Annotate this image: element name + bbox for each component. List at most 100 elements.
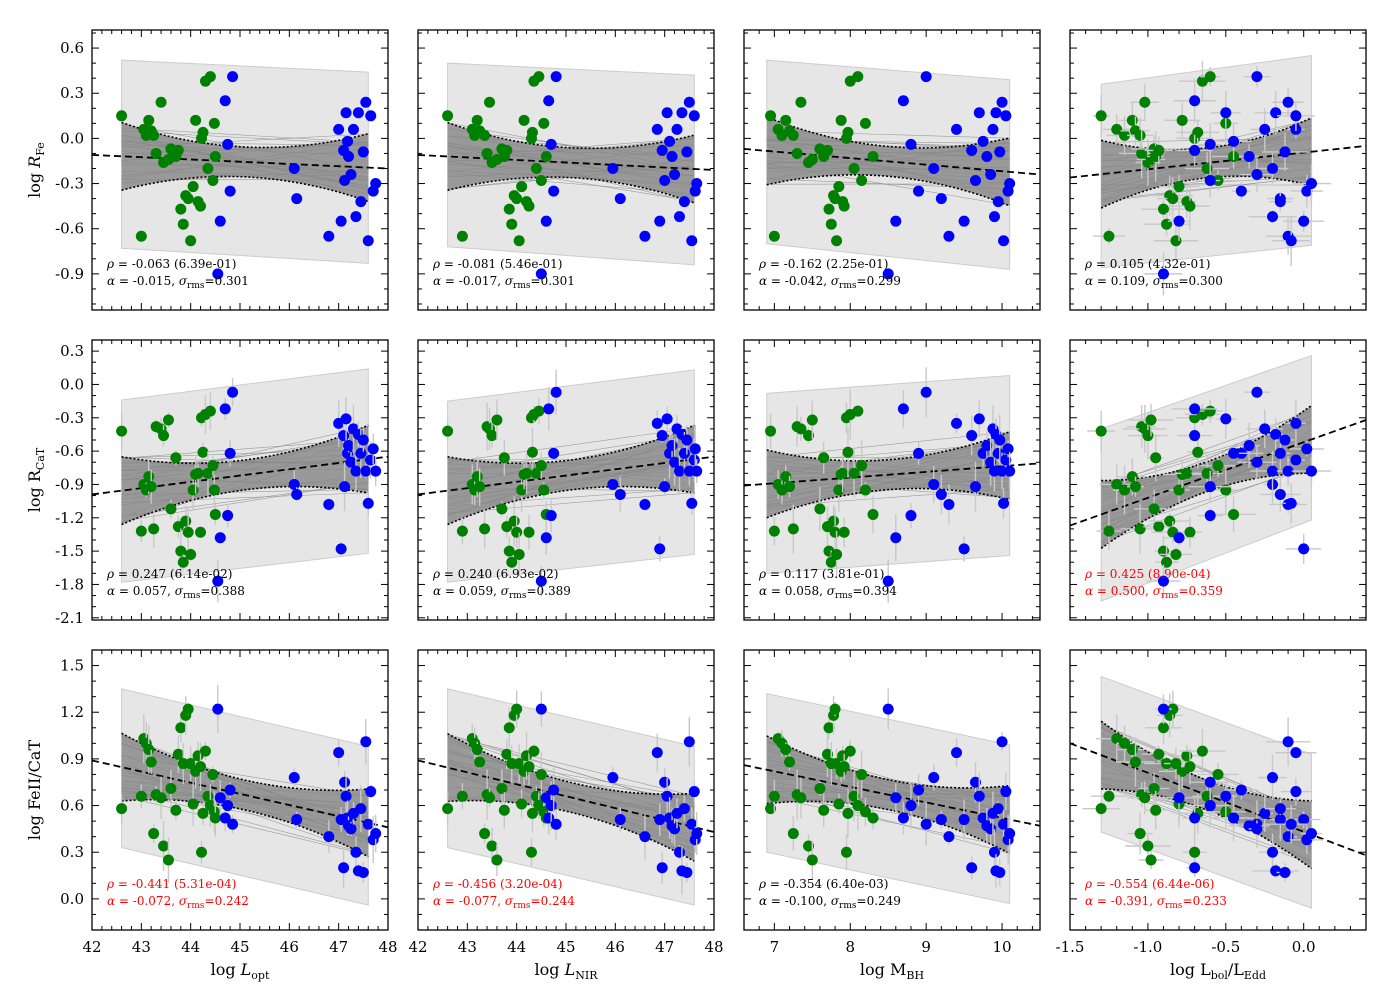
green-point bbox=[204, 71, 216, 83]
blue-point bbox=[890, 792, 902, 804]
axes-frame bbox=[743, 339, 1041, 621]
blue-point bbox=[362, 818, 374, 830]
realization-line bbox=[766, 777, 1010, 796]
blue-point bbox=[1259, 423, 1271, 435]
blue-point bbox=[943, 498, 955, 510]
blue-point bbox=[540, 215, 552, 227]
realization-line bbox=[766, 787, 1010, 798]
green-point bbox=[155, 96, 167, 108]
realization-line bbox=[121, 134, 369, 181]
green-point bbox=[195, 200, 207, 212]
green-point bbox=[197, 807, 209, 819]
blue-point bbox=[1290, 454, 1302, 466]
blue-point bbox=[1204, 776, 1216, 788]
blue-point bbox=[992, 447, 1004, 459]
green-point bbox=[190, 114, 202, 126]
green-point bbox=[172, 144, 184, 156]
blue-point bbox=[362, 235, 374, 247]
realization-line bbox=[447, 460, 695, 504]
blue-point bbox=[688, 110, 700, 122]
x-tick-label: 44 bbox=[507, 938, 526, 956]
green-point bbox=[158, 840, 170, 852]
green-point bbox=[516, 484, 528, 496]
green-point bbox=[1139, 96, 1151, 108]
y-tick-label: 0.0 bbox=[60, 890, 84, 908]
green-point bbox=[498, 452, 510, 464]
green-point bbox=[1103, 525, 1115, 537]
blue-point bbox=[671, 123, 683, 135]
blue-point bbox=[1189, 862, 1201, 874]
green-point bbox=[1145, 854, 1157, 866]
green-point bbox=[192, 467, 204, 479]
green-point bbox=[501, 748, 513, 760]
realization-line bbox=[121, 439, 369, 459]
blue-point bbox=[540, 532, 552, 544]
rho-annotation: ρ = 0.240 (6.93e-02) bbox=[432, 567, 558, 581]
blue-point bbox=[1290, 417, 1302, 429]
blue-point bbox=[219, 95, 231, 107]
blue-point bbox=[288, 162, 300, 174]
realization-line bbox=[447, 122, 695, 170]
green-point bbox=[208, 484, 220, 496]
blue-point bbox=[651, 747, 663, 759]
fit-line bbox=[1070, 145, 1366, 179]
blue-point bbox=[661, 107, 673, 119]
blue-point bbox=[1243, 440, 1255, 452]
blue-point bbox=[1298, 543, 1310, 555]
blue-point bbox=[1000, 110, 1012, 122]
green-point bbox=[496, 782, 508, 794]
realization-line bbox=[1101, 176, 1312, 201]
realization-line bbox=[766, 791, 1010, 796]
green-point bbox=[1119, 129, 1131, 141]
blue-point bbox=[214, 532, 226, 544]
blue-point bbox=[992, 803, 1004, 815]
green-point bbox=[856, 175, 868, 187]
blue-point bbox=[535, 575, 547, 587]
blue-point bbox=[943, 831, 955, 843]
blue-point bbox=[545, 138, 557, 150]
realization-line bbox=[1101, 727, 1312, 814]
blue-point bbox=[1189, 144, 1201, 156]
green-point bbox=[765, 803, 777, 815]
blue-point bbox=[969, 776, 981, 788]
green-point bbox=[852, 800, 864, 812]
blue-point bbox=[333, 747, 345, 759]
blue-point bbox=[224, 447, 236, 459]
green-point bbox=[508, 515, 520, 527]
blue-point bbox=[367, 443, 379, 455]
realization-line bbox=[447, 459, 695, 485]
x-tick-label: 46 bbox=[606, 938, 625, 956]
blue-point bbox=[659, 175, 671, 187]
blue-point bbox=[1270, 428, 1282, 440]
blue-point bbox=[1290, 786, 1302, 798]
blue-point bbox=[219, 403, 231, 415]
green-point bbox=[496, 503, 508, 515]
green-point bbox=[765, 110, 777, 122]
blue-point bbox=[688, 454, 700, 466]
blue-point bbox=[1270, 107, 1282, 119]
blue-point bbox=[355, 447, 367, 459]
blue-point bbox=[1004, 828, 1016, 840]
realization-line bbox=[121, 447, 369, 523]
blue-point bbox=[219, 812, 231, 824]
blue-point bbox=[691, 178, 703, 190]
green-point bbox=[1150, 804, 1162, 816]
green-point bbox=[533, 405, 545, 417]
alpha-annotation: α = -0.100, σrms=0.249 bbox=[759, 894, 901, 911]
green-point bbox=[471, 744, 483, 756]
blue-point bbox=[935, 193, 947, 205]
blue-point bbox=[224, 185, 236, 197]
blue-point bbox=[548, 447, 560, 459]
blue-point bbox=[335, 215, 347, 227]
green-point bbox=[195, 761, 207, 773]
alpha-annotation: α = -0.077, σrms=0.244 bbox=[433, 894, 575, 911]
confidence-upper bbox=[121, 732, 369, 792]
blue-point bbox=[651, 123, 663, 135]
realization-line bbox=[766, 140, 1010, 160]
realization-line bbox=[766, 456, 1010, 476]
green-point bbox=[821, 748, 833, 760]
blue-point bbox=[345, 823, 357, 835]
blue-point bbox=[987, 123, 999, 135]
blue-point bbox=[1204, 138, 1216, 150]
